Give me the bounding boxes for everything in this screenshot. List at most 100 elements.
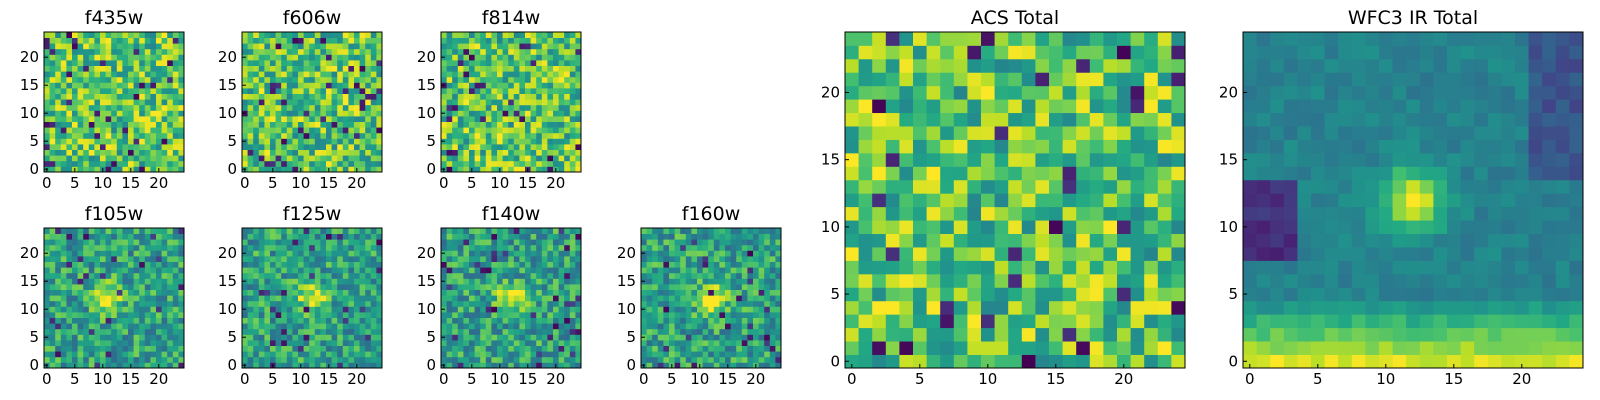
heatmap-cell [320,256,327,262]
heatmap-cell [452,43,459,50]
heatmap-cell [83,340,90,346]
heatmap-cell [775,244,782,251]
heatmap-cell [178,71,185,78]
heatmap-cell [1089,152,1104,167]
heatmap-cell [303,60,310,66]
heatmap-cell [264,261,271,268]
heatmap-cell [172,295,179,302]
heatmap-cell [122,43,129,50]
heatmap-cell [502,300,509,307]
heatmap-cell [463,340,470,346]
heatmap-cell [77,317,84,324]
heatmap-cell [845,166,859,181]
heatmap-cell [49,99,56,106]
heatmap-cell [747,261,754,268]
heatmap-cell [247,340,254,346]
heatmap-cell [264,351,271,358]
heatmap-cell [156,300,162,307]
heatmap-cell [708,278,715,285]
heatmap-cell [508,144,515,150]
heatmap-cell [281,155,288,162]
heatmap-cell [156,356,162,363]
heatmap-cell [253,132,260,139]
heatmap-cell [764,267,771,274]
heatmap-cell [247,160,254,167]
heatmap-cell [536,261,543,268]
heatmap-cell [569,82,576,89]
heatmap-cell [502,289,509,296]
heatmap-cell [641,256,647,262]
heatmap-cell [83,278,90,285]
heatmap-cell [320,160,327,167]
heatmap-cell [1021,314,1036,329]
heatmap-cell [60,116,67,122]
heatmap-cell [994,166,1009,181]
heatmap-cell [337,356,344,363]
heatmap-cell [775,239,782,246]
heatmap-cell [1130,152,1145,167]
heatmap-cell [764,295,771,302]
heatmap-cell [725,340,731,346]
heatmap-cell [685,233,692,240]
heatmap-cell [348,278,355,285]
heatmap-cell [337,284,344,290]
heatmap-cell [641,295,647,302]
heatmap-cell [116,104,123,111]
heatmap-cell [663,312,670,318]
heatmap-cell [457,60,464,66]
heatmap-cell [652,284,659,290]
heatmap-cell [292,250,299,257]
heatmap-cell [967,139,982,154]
heatmap-cell [309,345,316,352]
heatmap-cell [685,345,692,352]
heatmap-cell [370,71,377,78]
heatmap-cell [72,127,78,134]
heatmap-cell [441,351,447,358]
heatmap-cell [105,256,112,262]
heatmap-cell [247,295,254,302]
heatmap-cell [541,256,548,262]
heatmap-cell [1035,233,1050,248]
heatmap-cell [899,193,914,208]
heatmap-cell [775,228,782,234]
heatmap-cell [485,71,492,78]
heatmap-cell [536,32,543,38]
heatmap-cell [485,228,492,234]
heatmap-cell [769,272,776,279]
heatmap-cell [725,289,731,296]
heatmap-cell [144,110,151,117]
heatmap-cell [348,82,355,89]
heatmap-cell [491,166,498,173]
heatmap-cell [44,48,50,55]
heatmap-cell [1008,126,1023,140]
heatmap-cell [354,54,360,61]
heatmap-cell [508,37,515,44]
heatmap-cell [105,76,112,83]
heatmap-cell [1157,300,1172,315]
heatmap-cell [156,340,162,346]
heatmap-cell [161,76,168,83]
heatmap-cell [858,126,873,140]
heatmap-cell [281,32,288,38]
heatmap-cell [370,278,377,285]
heatmap-cell [463,272,470,279]
heatmap-cell [105,300,112,307]
y-tick-label: 10 [218,300,237,318]
heatmap-cell [167,356,174,363]
heatmap-cell [708,267,715,274]
heatmap-cell [100,334,106,341]
heatmap-cell [281,76,288,83]
heatmap-cell [365,233,372,240]
heatmap-cell [281,267,288,274]
heatmap-cell [370,110,377,117]
heatmap-cell [669,244,675,251]
heatmap-cell [88,132,95,139]
heatmap-cell [342,132,349,139]
heatmap-cell [88,356,95,363]
heatmap-cell [485,65,492,72]
heatmap-cell [513,65,520,72]
heatmap-cell [320,43,327,50]
heatmap-cell [161,43,168,50]
x-tick-label: 5 [268,370,278,388]
